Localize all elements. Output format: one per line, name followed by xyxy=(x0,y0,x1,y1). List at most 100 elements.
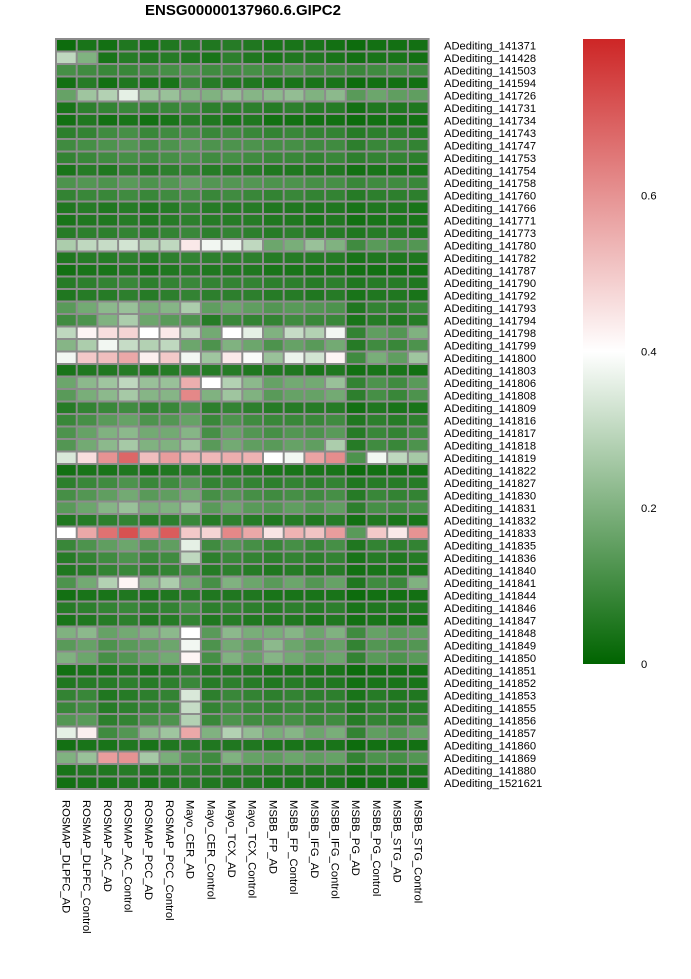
heatmap-cell xyxy=(326,402,345,413)
heatmap-cell xyxy=(160,540,180,551)
heatmap-cell xyxy=(98,202,118,213)
heatmap-cell xyxy=(243,552,262,563)
heatmap-cell xyxy=(264,402,283,413)
heatmap-cell xyxy=(160,615,180,626)
heatmap-cell xyxy=(222,715,242,726)
heatmap-cell xyxy=(367,240,387,251)
heatmap-cell xyxy=(243,127,262,138)
heatmap-cell xyxy=(57,190,76,201)
heatmap-cell xyxy=(201,440,221,451)
heatmap-cell xyxy=(326,90,345,101)
heatmap-cell xyxy=(346,690,366,701)
heatmap-cell xyxy=(346,677,366,688)
heatmap-cell xyxy=(264,115,283,126)
row-label: ADediting_141848 xyxy=(444,628,536,640)
heatmap-cell xyxy=(119,90,138,101)
heatmap-cell xyxy=(98,277,118,288)
heatmap-cell xyxy=(119,202,138,213)
heatmap-cell xyxy=(222,752,242,763)
heatmap-cell xyxy=(388,777,407,788)
heatmap-cell xyxy=(305,615,325,626)
heatmap-cell xyxy=(98,340,118,351)
row-label: ADediting_141819 xyxy=(444,453,536,465)
heatmap-cell xyxy=(160,377,180,388)
heatmap-cell xyxy=(77,302,97,313)
row-label: ADediting_1521621 xyxy=(444,778,542,790)
heatmap-cell xyxy=(408,302,428,313)
heatmap-cell xyxy=(201,215,221,226)
heatmap-cell xyxy=(119,765,138,776)
heatmap-cell xyxy=(222,415,242,426)
heatmap-cell xyxy=(408,377,428,388)
heatmap-cell xyxy=(57,627,76,638)
row-label: ADediting_141840 xyxy=(444,565,536,577)
heatmap-cell xyxy=(326,702,345,713)
row-label: ADediting_141798 xyxy=(444,328,536,340)
heatmap-cell xyxy=(160,490,180,501)
heatmap-cell xyxy=(408,615,428,626)
heatmap-cell xyxy=(57,152,76,163)
heatmap-cell xyxy=(264,427,283,438)
heatmap-cell xyxy=(408,265,428,276)
heatmap-cell xyxy=(181,627,200,638)
heatmap-cell xyxy=(139,765,159,776)
row-label: ADediting_141754 xyxy=(444,165,536,177)
heatmap-cell xyxy=(181,440,200,451)
heatmap-cell xyxy=(346,115,366,126)
heatmap-cell xyxy=(160,390,180,401)
heatmap-cell xyxy=(305,702,325,713)
heatmap-cell xyxy=(305,352,325,363)
heatmap-cell xyxy=(77,265,97,276)
heatmap-cell xyxy=(98,652,118,663)
heatmap-cell xyxy=(284,627,304,638)
heatmap-cell xyxy=(201,415,221,426)
heatmap-cell xyxy=(264,577,283,588)
heatmap-cell xyxy=(284,552,304,563)
heatmap-cell xyxy=(139,77,159,88)
heatmap-cell xyxy=(57,315,76,326)
heatmap-cell xyxy=(98,440,118,451)
heatmap-cell xyxy=(98,665,118,676)
heatmap-cell xyxy=(264,152,283,163)
heatmap-cell xyxy=(264,615,283,626)
heatmap-cell xyxy=(346,302,366,313)
heatmap-cell xyxy=(119,140,138,151)
heatmap-cell xyxy=(119,102,138,113)
heatmap-cell xyxy=(326,727,345,738)
heatmap-cell xyxy=(139,102,159,113)
heatmap-cell xyxy=(222,352,242,363)
heatmap-cell xyxy=(139,127,159,138)
heatmap-cell xyxy=(139,665,159,676)
heatmap-cell xyxy=(264,727,283,738)
row-label: ADediting_141853 xyxy=(444,690,536,702)
heatmap-cell xyxy=(119,352,138,363)
heatmap-cell xyxy=(388,427,407,438)
heatmap-cell xyxy=(139,40,159,51)
heatmap-cell xyxy=(160,502,180,513)
heatmap-cell xyxy=(367,565,387,576)
heatmap-cell xyxy=(160,715,180,726)
heatmap-cell xyxy=(57,352,76,363)
heatmap-cell xyxy=(284,690,304,701)
heatmap-cell xyxy=(346,252,366,263)
heatmap-cell xyxy=(77,565,97,576)
heatmap-cell xyxy=(243,602,262,613)
heatmap-cell xyxy=(57,477,76,488)
heatmap-cell xyxy=(119,65,138,76)
heatmap-cell xyxy=(181,677,200,688)
heatmap-cell xyxy=(326,165,345,176)
heatmap-cell xyxy=(57,127,76,138)
heatmap-cell xyxy=(326,427,345,438)
heatmap-cell xyxy=(119,677,138,688)
heatmap-cell xyxy=(305,740,325,751)
heatmap-cell xyxy=(346,640,366,651)
heatmap-cell xyxy=(139,277,159,288)
heatmap-cell xyxy=(388,327,407,338)
heatmap-cell xyxy=(326,52,345,63)
heatmap-cell xyxy=(222,665,242,676)
heatmap-cell xyxy=(305,515,325,526)
heatmap-cell xyxy=(264,752,283,763)
heatmap-cell xyxy=(77,90,97,101)
heatmap-cell xyxy=(388,165,407,176)
row-label: ADediting_141856 xyxy=(444,715,536,727)
